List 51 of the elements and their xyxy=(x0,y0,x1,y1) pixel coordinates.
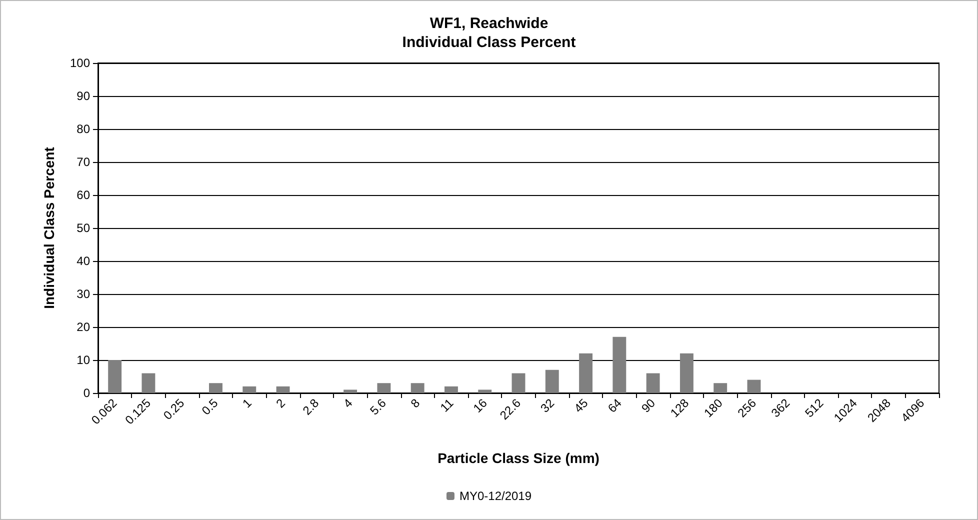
y-tick-label: 30 xyxy=(76,287,90,301)
bar xyxy=(444,386,458,393)
x-tick-label: 64 xyxy=(605,396,625,416)
x-tick-label: 11 xyxy=(437,396,456,415)
x-tick-label: 2.8 xyxy=(300,396,322,418)
y-tick-label: 50 xyxy=(76,221,90,235)
bar xyxy=(478,390,492,393)
bar xyxy=(344,390,358,393)
x-tick-label: 45 xyxy=(571,396,591,416)
bar xyxy=(377,383,391,393)
x-tick-label: 90 xyxy=(638,396,658,416)
bar xyxy=(410,383,424,393)
x-tick-label: 128 xyxy=(668,396,692,420)
y-tick-label: 80 xyxy=(76,122,90,136)
bar xyxy=(108,360,122,393)
x-tick-label: 512 xyxy=(802,396,826,420)
bar xyxy=(714,383,728,393)
bar xyxy=(545,370,559,393)
y-axis-title: Individual Class Percent xyxy=(41,146,57,309)
x-axis-title: Particle Class Size (mm) xyxy=(438,450,600,466)
x-tick-label: 180 xyxy=(701,396,726,420)
bar xyxy=(512,373,526,393)
y-tick-label: 20 xyxy=(76,320,90,334)
y-tick-label: 100 xyxy=(70,56,90,70)
y-tick-label: 70 xyxy=(76,155,90,169)
x-tick-label: 2 xyxy=(273,396,288,411)
x-tick-label: 16 xyxy=(470,396,490,416)
y-tick-label: 60 xyxy=(76,188,90,202)
x-tick-label: 256 xyxy=(734,396,760,420)
y-tick-label: 40 xyxy=(76,254,90,268)
x-tick-label: 32 xyxy=(538,396,558,416)
bar xyxy=(680,353,694,393)
x-tick-label: 1 xyxy=(240,396,255,411)
x-tick-label: 362 xyxy=(768,396,793,420)
x-tick-label: 4 xyxy=(340,396,356,411)
bar xyxy=(242,386,256,393)
bar xyxy=(646,373,660,393)
chart-title: WF1, Reachwide Individual Class Percent xyxy=(402,15,576,51)
legend-label: MY0-12/2019 xyxy=(459,489,532,503)
x-tick-label: 8 xyxy=(408,396,423,411)
y-tick-label: 90 xyxy=(76,89,90,103)
bar xyxy=(142,373,156,393)
bar xyxy=(209,383,222,393)
bar xyxy=(276,386,290,393)
y-tick-label: 0 xyxy=(83,386,90,400)
bar xyxy=(579,353,593,393)
y-tick-label: 10 xyxy=(76,353,90,367)
x-tick-label: 0.5 xyxy=(199,396,221,418)
bar xyxy=(612,336,626,393)
bar xyxy=(747,380,761,393)
x-tick-label: 5.6 xyxy=(367,396,390,418)
